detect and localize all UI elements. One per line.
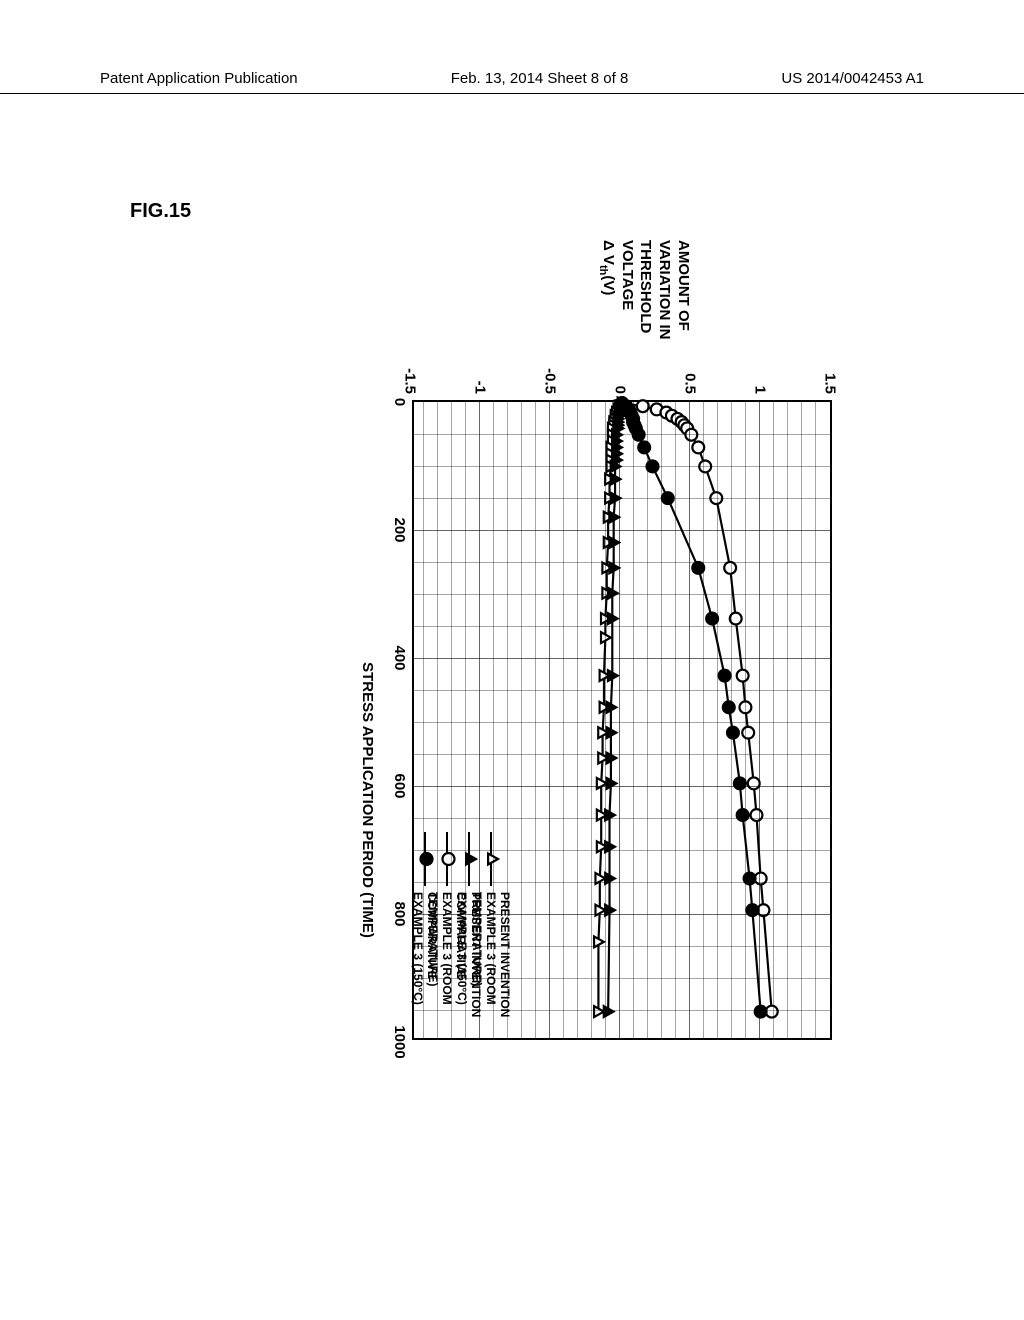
- ylabel-line3: Δ Vth(V): [595, 240, 617, 360]
- legend-item: COMPARATIVE EXAMPLE 3 (150°C): [416, 832, 434, 1038]
- header-right: US 2014/0042453 A1: [781, 70, 924, 87]
- header-center: Feb. 13, 2014 Sheet 8 of 8: [451, 70, 629, 87]
- legend-item: COMPARATIVE EXAMPLE 3 (ROOM TEMPERATURE): [438, 832, 456, 1038]
- y-tick-label: 0: [612, 386, 629, 402]
- x-tick-label: 1000: [391, 1025, 414, 1058]
- y-tick-label: -0.5: [542, 368, 559, 402]
- x-tick-label: 800: [391, 901, 414, 926]
- page-header: Patent Application Publication Feb. 13, …: [0, 70, 1024, 94]
- plot-area: PRESENT INVENTION EXAMPLE 3 (ROOM TEMPER…: [412, 400, 832, 1040]
- y-tick-label: -1: [472, 381, 489, 402]
- header-left: Patent Application Publication: [100, 70, 298, 87]
- y-tick-label: 1: [752, 386, 769, 402]
- figure-container: AMOUNT OF VARIATION IN THRESHOLD VOLTAGE…: [152, 190, 872, 1130]
- legend-item: PRESENT INVENTION EXAMPLE 3 (ROOM TEMPER…: [482, 832, 500, 1038]
- x-tick-label: 600: [391, 773, 414, 798]
- x-tick-label: 0: [391, 398, 414, 406]
- x-tick-label: 400: [391, 645, 414, 670]
- legend: PRESENT INVENTION EXAMPLE 3 (ROOM TEMPER…: [412, 832, 500, 1038]
- y-tick-label: 1.5: [822, 373, 839, 402]
- y-tick-label: 0.5: [682, 373, 699, 402]
- x-axis-label: STRESS APPLICATION PERIOD (TIME): [359, 620, 376, 980]
- ylabel-line2: THRESHOLD VOLTAGE: [617, 240, 655, 360]
- ylabel-line1: AMOUNT OF VARIATION IN: [655, 240, 693, 360]
- y-axis-label: AMOUNT OF VARIATION IN THRESHOLD VOLTAGE…: [595, 240, 692, 360]
- chart: AMOUNT OF VARIATION IN THRESHOLD VOLTAGE…: [152, 190, 872, 1130]
- x-tick-label: 200: [391, 517, 414, 542]
